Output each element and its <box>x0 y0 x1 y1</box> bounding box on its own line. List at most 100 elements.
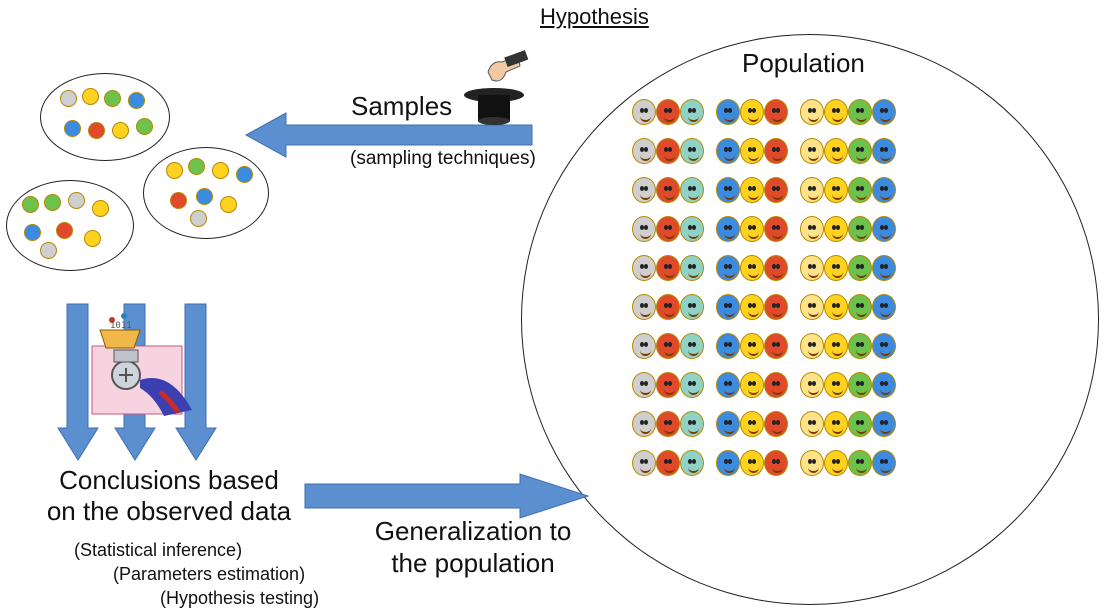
population-row <box>632 92 992 131</box>
smiley-face-icon <box>632 176 656 203</box>
population-member <box>680 446 704 480</box>
population-member <box>716 134 740 168</box>
hypothesis-testing-label: (Hypothesis testing) <box>160 588 320 608</box>
population-member <box>632 173 656 207</box>
smiley-face-icon <box>190 210 207 227</box>
smiley-face-icon <box>656 176 680 203</box>
population-member <box>848 329 872 363</box>
population-member <box>872 173 896 207</box>
population-member <box>824 329 848 363</box>
smiley-face-icon <box>800 449 824 476</box>
smiley-face-icon <box>64 120 81 137</box>
sample-1-members <box>52 84 162 154</box>
smiley-face-icon <box>68 192 85 209</box>
down-arrow-3 <box>175 303 217 461</box>
smiley-face-icon <box>82 88 99 105</box>
population-member <box>872 95 896 129</box>
population-member <box>800 95 824 129</box>
smiley-face-icon <box>632 98 656 125</box>
smiley-face-icon <box>740 449 764 476</box>
smiley-face-icon <box>632 137 656 164</box>
smiley-face-icon <box>716 215 740 242</box>
population-member <box>800 446 824 480</box>
population-member <box>764 212 788 246</box>
population-member <box>872 407 896 441</box>
smiley-face-icon <box>848 293 872 320</box>
conclusions-line-1: Conclusions based <box>59 465 279 495</box>
population-member <box>848 446 872 480</box>
smiley-face-icon <box>872 410 896 437</box>
smiley-face-icon <box>872 176 896 203</box>
population-row <box>632 443 992 482</box>
population-member <box>716 290 740 324</box>
smiley-face-icon <box>824 410 848 437</box>
smiley-face-icon <box>680 254 704 281</box>
smiley-face-icon <box>764 254 788 281</box>
smiley-face-icon <box>848 98 872 125</box>
population-member <box>764 134 788 168</box>
generalization-label: Generalization to the population <box>358 515 588 579</box>
population-member <box>800 407 824 441</box>
smiley-face-icon <box>848 215 872 242</box>
smiley-face-icon <box>824 449 848 476</box>
population-member <box>680 173 704 207</box>
smiley-face-icon <box>112 122 129 139</box>
smiley-face-icon <box>764 176 788 203</box>
population-member <box>800 368 824 402</box>
population-member <box>740 173 764 207</box>
smiley-face-icon <box>800 332 824 359</box>
svg-text:1011: 1011 <box>110 321 132 331</box>
smiley-face-icon <box>824 332 848 359</box>
smiley-face-icon <box>740 371 764 398</box>
smiley-face-icon <box>716 449 740 476</box>
diagram-title: Hypothesis <box>540 4 649 29</box>
population-member <box>632 251 656 285</box>
population-member <box>680 95 704 129</box>
population-member <box>740 251 764 285</box>
sample-ellipse-1 <box>40 73 170 161</box>
smiley-face-icon <box>656 137 680 164</box>
smiley-face-icon <box>824 176 848 203</box>
sampling-techniques-label: (sampling techniques) <box>350 148 536 169</box>
smiley-face-icon <box>872 254 896 281</box>
population-member <box>740 329 764 363</box>
smiley-face-icon <box>656 410 680 437</box>
population-member <box>680 368 704 402</box>
smiley-face-icon <box>128 92 145 109</box>
smiley-face-icon <box>800 215 824 242</box>
generalization-line-1: Generalization to <box>374 516 572 546</box>
smiley-face-icon <box>740 332 764 359</box>
population-member <box>872 446 896 480</box>
population-member <box>872 329 896 363</box>
smiley-face-icon <box>680 410 704 437</box>
population-member <box>740 446 764 480</box>
smiley-face-icon <box>848 371 872 398</box>
population-member <box>848 173 872 207</box>
population-member <box>764 329 788 363</box>
smiley-face-icon <box>104 90 121 107</box>
population-member <box>740 290 764 324</box>
population-member <box>764 368 788 402</box>
population-member <box>716 368 740 402</box>
population-member <box>848 407 872 441</box>
sample-2-members <box>156 156 261 232</box>
smiley-face-icon <box>212 162 229 179</box>
smiley-face-icon <box>220 196 237 213</box>
population-grid <box>632 92 992 482</box>
population-member <box>656 329 680 363</box>
population-member <box>872 290 896 324</box>
smiley-face-icon <box>196 188 213 205</box>
smiley-face-icon <box>166 162 183 179</box>
population-member <box>872 134 896 168</box>
population-member <box>848 212 872 246</box>
smiley-face-icon <box>656 98 680 125</box>
population-member <box>656 212 680 246</box>
smiley-face-icon <box>848 137 872 164</box>
population-row <box>632 209 992 248</box>
population-member <box>632 446 656 480</box>
smiley-face-icon <box>872 332 896 359</box>
smiley-face-icon <box>716 176 740 203</box>
smiley-face-icon <box>236 166 253 183</box>
population-member <box>872 368 896 402</box>
